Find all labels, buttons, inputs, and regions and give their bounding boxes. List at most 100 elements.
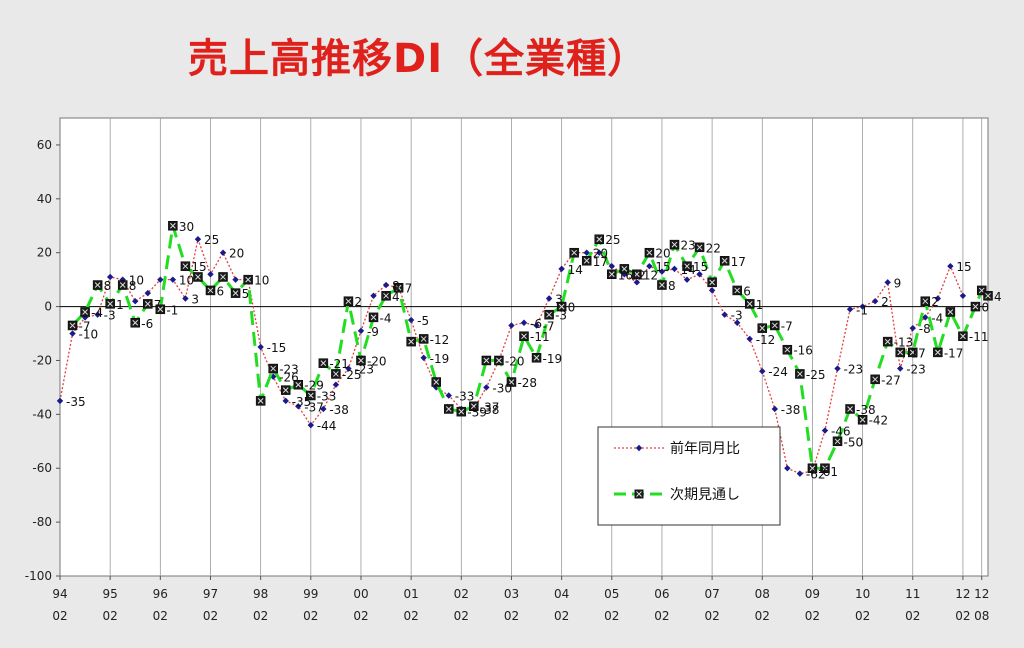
series-outlook-point-cross (82, 309, 88, 315)
data-label-outlook: -7 (79, 319, 91, 333)
data-label-yoy: -35 (292, 395, 312, 409)
series-outlook-point-cross (345, 298, 352, 305)
series-outlook-point-cross (470, 403, 477, 410)
data-label-outlook: -6 (141, 317, 153, 331)
series-yoy-point (106, 273, 114, 281)
series-yoy-point (771, 405, 779, 413)
series-yoy-point (683, 276, 691, 283)
data-label-yoy: -23 (844, 363, 864, 377)
series-outlook-point-cross (960, 333, 966, 340)
series-outlook-point-cross (408, 338, 414, 345)
data-label-outlook: 12 (643, 268, 658, 282)
series-outlook-point-cross (759, 325, 766, 331)
series-outlook-point-cross (558, 303, 565, 310)
data-label-outlook: -33 (317, 389, 337, 403)
data-label-yoy: -35 (66, 395, 86, 409)
data-label-outlook: 7 (154, 298, 162, 312)
series-yoy-point (533, 322, 540, 329)
y-tick-label: 60 (37, 138, 52, 152)
x-tick-label-year: 07 (704, 587, 719, 601)
series-yoy-point (796, 470, 804, 477)
data-label-yoy: 14 (680, 263, 695, 277)
series-yoy-point (357, 327, 365, 335)
series-yoy-point (733, 319, 741, 326)
y-axis: 60 40 20 0 -20 -40 -60 -80 -100 (25, 138, 60, 583)
x-tick-label-year: 96 (153, 587, 168, 601)
data-label-outlook: -42 (869, 414, 889, 428)
x-tick-label-year: 03 (504, 587, 519, 601)
x-tick-label-year: 97 (203, 587, 218, 601)
x-tick-label-month: 02 (103, 609, 118, 623)
series-yoy-point (144, 289, 151, 297)
data-label-outlook: -39 (467, 406, 487, 420)
series-yoy-point (282, 397, 289, 405)
x-tick-label-year: 01 (403, 587, 418, 601)
x-tick-label-month: 02 (604, 609, 619, 623)
series-yoy-point (520, 319, 528, 326)
y-tick-label: -40 (32, 407, 52, 421)
x-tick-label-month: 02 (755, 609, 770, 623)
data-label-yoy: 10 (254, 274, 269, 288)
data-label-outlook: -3 (555, 309, 567, 323)
data-label-outlook: 8 (104, 279, 112, 293)
data-label-outlook: -12 (430, 333, 450, 347)
data-label-outlook: -28 (517, 376, 537, 390)
x-tick-label-year: 05 (604, 587, 619, 601)
x-tick-label-year: 12 (974, 587, 989, 601)
series-outlook (67, 221, 993, 473)
data-label-outlook: -11 (530, 330, 550, 344)
series-yoy-point (934, 295, 942, 302)
data-label-outlook: 2 (354, 295, 362, 309)
data-label-yoy: -9 (367, 325, 379, 339)
data-label-yoy: -30 (492, 381, 512, 395)
x-tick-label-year: 06 (654, 587, 669, 601)
data-label-outlook: -1 (166, 303, 178, 317)
x-tick-label-month: 02 (253, 609, 268, 623)
x-tick-label-year: 02 (454, 587, 469, 601)
x-tick-label-year: 99 (303, 587, 318, 601)
x-tick-label-month: 02 (704, 609, 719, 623)
data-label-outlook: -27 (881, 373, 901, 387)
data-label-outlook: -11 (969, 330, 989, 344)
series-yoy-point (545, 295, 553, 302)
x-tick-label-month: 02 (504, 609, 519, 623)
data-label-yoy: 8 (392, 279, 400, 293)
series-outlook-point-cross (496, 357, 502, 364)
series-yoy-point (708, 287, 716, 294)
data-label-outlook: -37 (480, 400, 500, 414)
x-tick-label-year: 94 (52, 587, 67, 601)
x-tick-label-year: 08 (755, 587, 770, 601)
series-outlook-point-cross (458, 408, 465, 415)
series-yoy-point (295, 403, 302, 410)
series-outlook-point-cross (734, 287, 741, 294)
y-tick-label: 0 (44, 300, 52, 314)
x-tick-label-year: 98 (253, 587, 268, 601)
series-outlook-point-cross (546, 311, 552, 318)
series-yoy-point (583, 249, 590, 256)
data-label-outlook: -29 (304, 379, 324, 393)
series-outlook-point-cross (784, 346, 791, 353)
series-yoy-point (596, 249, 603, 256)
data-label-outlook: 15 (693, 260, 708, 274)
series-yoy-point (332, 381, 340, 388)
series-outlook-point-cross (358, 357, 364, 364)
x-tick-label-year: 12 (955, 587, 970, 601)
data-label-outlook: -4 (91, 306, 103, 320)
series-yoy-point (558, 265, 565, 273)
data-label-outlook: 8 (668, 279, 676, 293)
series-outlook-point-cross (834, 438, 841, 445)
series-outlook-point-cross (947, 309, 954, 315)
series-outlook-point-cross (985, 292, 991, 299)
x-tick-label-year: 00 (353, 587, 368, 601)
series-outlook-point-cross (696, 244, 703, 251)
legend-box (597, 426, 781, 526)
legend-outlook-marker-cross (636, 491, 642, 497)
data-labels: -35-10-310 103252010-15-26-35-37-44-38-23… (66, 220, 1002, 482)
series-outlook-point-cross (533, 354, 540, 361)
series-outlook-point-cross (872, 376, 878, 383)
series-outlook-point-cross (771, 322, 778, 329)
x-tick-label-month: 02 (855, 609, 870, 623)
y-tick-label: -80 (32, 515, 52, 529)
series-yoy-point (834, 365, 841, 372)
